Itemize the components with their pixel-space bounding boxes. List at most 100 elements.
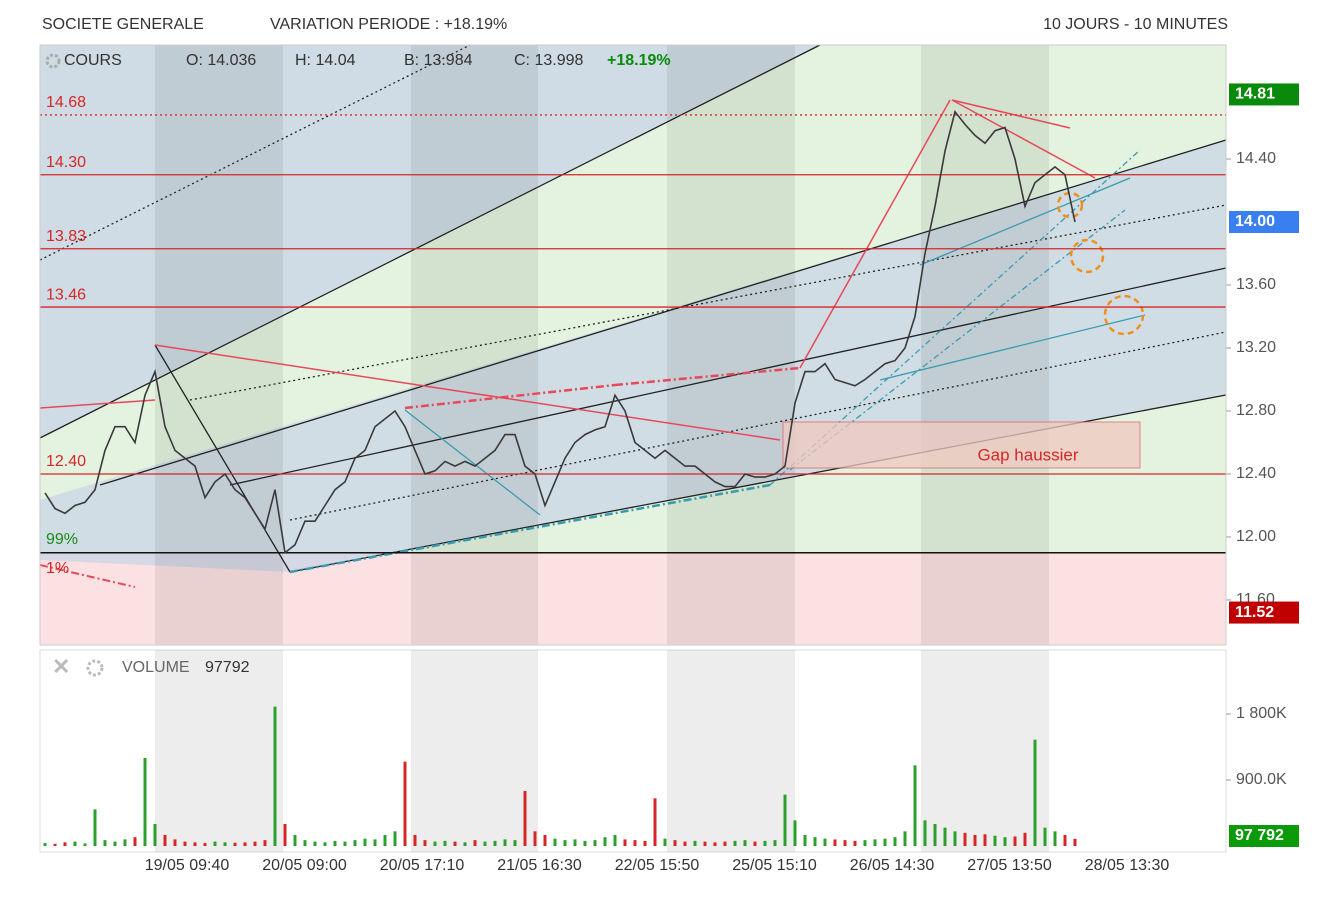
volume-bar — [483, 841, 487, 846]
volume-bar — [913, 765, 917, 846]
close-icon[interactable]: ✕ — [52, 654, 70, 679]
close-value: C: 13.998 — [514, 52, 583, 69]
volume-bar — [463, 842, 467, 846]
volume-bar — [963, 832, 967, 846]
volume-bar — [1033, 739, 1037, 846]
x-tick-label: 26/05 14:30 — [850, 857, 935, 874]
volume-bar — [103, 840, 107, 846]
volume-bar — [1023, 832, 1027, 846]
volume-bar — [373, 839, 377, 846]
period-variation: VARIATION PERIODE : +18.19% — [270, 16, 507, 33]
volume-bar — [773, 840, 777, 846]
y-tick-label: 900.0K — [1236, 771, 1287, 788]
volume-bar — [533, 831, 537, 846]
volume-bar — [803, 835, 807, 846]
volume-bar — [503, 839, 507, 846]
volume-bar — [313, 841, 317, 846]
volume-total: 97792 — [205, 659, 250, 676]
volume-bar — [303, 840, 307, 846]
volume-bar — [63, 842, 67, 846]
volume-bar — [933, 824, 937, 846]
y-tick-label: 13.60 — [1236, 276, 1276, 293]
price-tag — [1229, 211, 1299, 234]
x-tick-label: 22/05 15:50 — [615, 857, 700, 874]
volume-bar — [783, 794, 787, 846]
volume-bar — [53, 843, 57, 846]
x-tick-label: 20/05 17:10 — [380, 857, 465, 874]
volume-bar — [383, 835, 387, 846]
volume-bar — [633, 840, 637, 846]
volume-bar — [663, 838, 667, 846]
price-tag-label: 14.81 — [1235, 86, 1275, 103]
volume-bar — [743, 840, 747, 846]
day-band — [667, 650, 795, 852]
volume-bar — [73, 841, 77, 846]
settings-icon[interactable] — [45, 53, 61, 69]
price-tag-label: 14.00 — [1235, 213, 1275, 230]
volume-bar — [973, 835, 977, 846]
volume-bar — [823, 838, 827, 846]
volume-bar — [653, 798, 657, 846]
volume-bar — [863, 840, 867, 846]
y-tick-label: 14.40 — [1236, 150, 1276, 167]
volume-bar — [133, 837, 137, 846]
volume-bar — [1053, 831, 1057, 846]
day-band — [667, 45, 795, 645]
change-value: +18.19% — [607, 52, 671, 69]
volume-bar — [433, 841, 437, 846]
price-tag-label: 11.52 — [1235, 604, 1274, 621]
volume-bar — [703, 841, 707, 846]
level-label: 13.46 — [46, 286, 86, 303]
settings-icon[interactable] — [86, 659, 104, 677]
level-label: 14.30 — [46, 154, 86, 171]
volume-bar — [1043, 827, 1047, 846]
volume-bar — [543, 835, 547, 846]
volume-bar — [353, 840, 357, 846]
volume-bar — [943, 827, 947, 846]
volume-bar — [523, 791, 527, 846]
x-tick-label: 19/05 09:40 — [145, 857, 230, 874]
legend: COURS O: 14.036 H: 14.04 B: 13.984 C: 13… — [45, 52, 671, 69]
volume-bar — [563, 840, 567, 846]
period-setting: 10 JOURS - 10 MINUTES — [1043, 16, 1228, 33]
day-band — [411, 650, 538, 852]
volume-bar — [683, 841, 687, 846]
volume-bar — [603, 837, 607, 846]
volume-bar — [593, 840, 597, 846]
volume-bar — [363, 838, 367, 846]
fan-lines — [39, 99, 1096, 588]
volume-bar — [1073, 838, 1077, 846]
volume-bar — [893, 837, 897, 846]
volume-bar — [983, 834, 987, 846]
volume-bar — [753, 841, 757, 846]
price-line — [44, 110, 1076, 555]
volume-bar — [393, 831, 397, 846]
volume-bar — [253, 841, 257, 846]
volume-bar — [333, 840, 337, 846]
volume-bar — [153, 824, 157, 846]
day-band — [155, 45, 283, 645]
volume-bar — [643, 840, 647, 846]
volume-bar — [443, 840, 447, 846]
x-tick-label: 27/05 13:50 — [967, 857, 1052, 874]
x-tick-label: 21/05 16:30 — [497, 857, 582, 874]
volume-bar — [793, 820, 797, 846]
volume-bar — [733, 840, 737, 846]
y-tick-label: 1 800K — [1236, 705, 1287, 722]
high-value: H: 14.04 — [295, 52, 356, 69]
low-value: B: 13.984 — [404, 52, 473, 69]
volume-bar — [223, 842, 227, 846]
volume-title: VOLUME — [122, 659, 190, 676]
price-panel — [39, 44, 1227, 646]
volume-bar — [293, 835, 297, 846]
highlight-circles — [1056, 191, 1145, 336]
instrument-title: SOCIETE GENERALE — [42, 16, 204, 33]
zone-label: 99% — [46, 531, 78, 548]
volume-bar — [123, 839, 127, 846]
volume-bar — [273, 706, 277, 846]
volume-bar — [93, 809, 97, 846]
y-tick-label: 12.00 — [1236, 528, 1276, 545]
volume-bar — [993, 835, 997, 846]
annotation: Gap haussier — [977, 445, 1078, 464]
